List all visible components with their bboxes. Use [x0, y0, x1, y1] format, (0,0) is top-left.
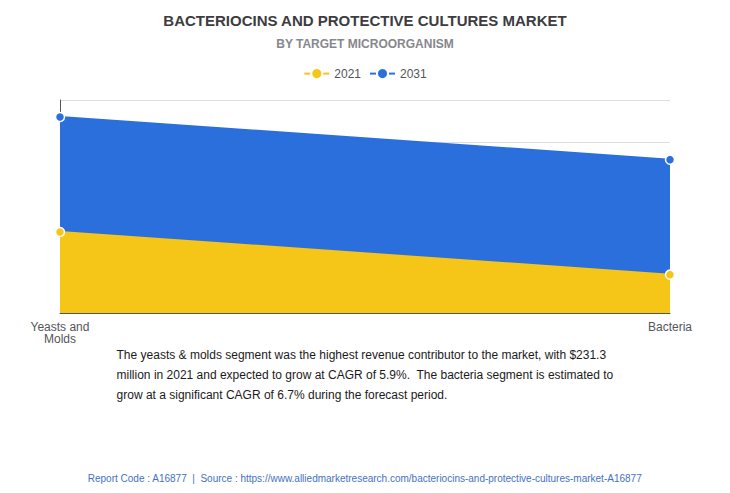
svg-text:Yeasts and: Yeasts and [30, 320, 90, 334]
svg-text:BACTERIOCINS AND PROTECTIVE CU: BACTERIOCINS AND PROTECTIVE CULTURES MAR… [163, 12, 566, 29]
svg-text:BY TARGET MICROORGANISM: BY TARGET MICROORGANISM [276, 37, 454, 51]
svg-text:Molds: Molds [44, 332, 76, 346]
svg-text:The yeasts & molds segment was: The yeasts & molds segment was the highe… [117, 348, 607, 362]
svg-text:million in 2021 and expected t: million in 2021 and expected to grow at … [117, 368, 614, 382]
svg-text:2021: 2021 [334, 67, 361, 81]
svg-text:2031: 2031 [400, 67, 427, 81]
svg-text:grow at a significant CAGR of: grow at a significant CAGR of 6.7% durin… [117, 388, 448, 402]
svg-text:Report Code : A16877 | Sourc: Report Code : A16877 | Source : https://… [88, 473, 642, 484]
svg-text:Bacteria: Bacteria [648, 320, 692, 334]
